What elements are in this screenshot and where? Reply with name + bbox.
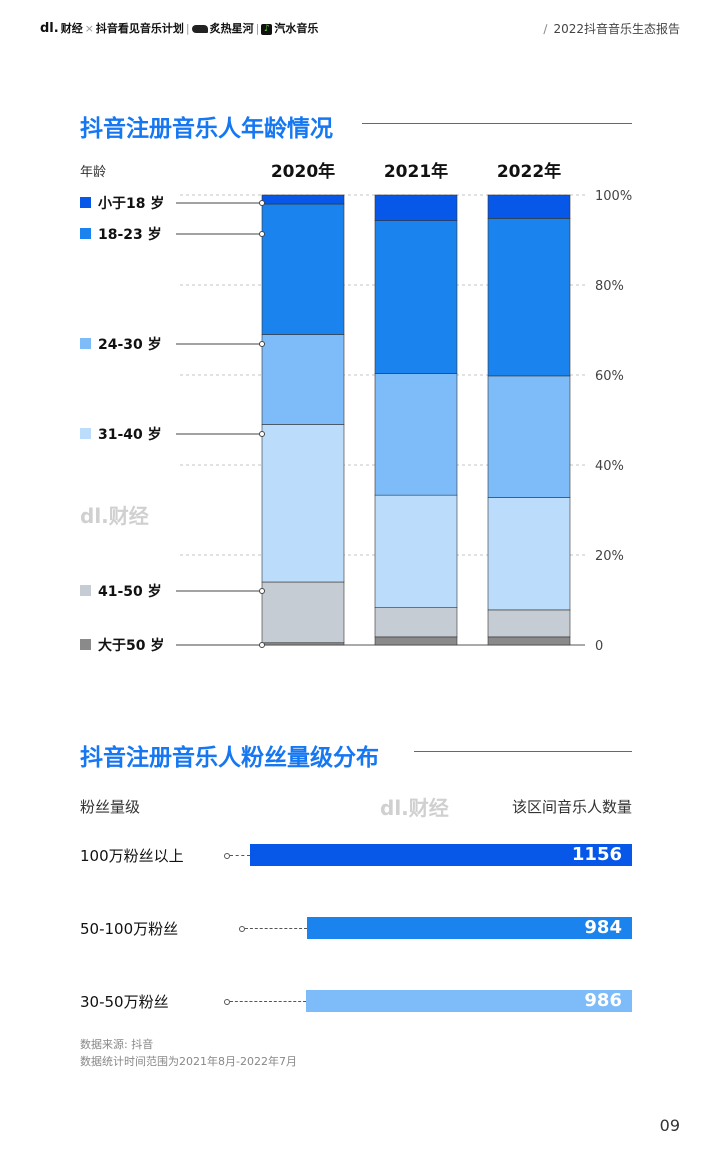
brand-part-galaxy: 炙热星河 xyxy=(209,22,254,35)
legend-swatch xyxy=(80,228,91,239)
fans-bar: 986 xyxy=(306,990,632,1012)
bar-segment xyxy=(374,373,458,496)
age-stacked-bar-chart: 年龄 2020年 2021年 2022年 0 20% 40% 60% 80% 100% 小于1… xyxy=(80,161,632,654)
section1-title-line xyxy=(362,123,632,124)
legend-leader-dot xyxy=(259,341,265,347)
bar-segment xyxy=(261,194,345,205)
bar-segment xyxy=(487,375,571,498)
legend-swatch xyxy=(80,639,91,650)
bar-segment xyxy=(261,424,345,583)
y-tick-label: 40% xyxy=(595,459,624,474)
fans-bar: 984 xyxy=(306,917,632,939)
section2-title-line xyxy=(414,751,632,752)
bar-segment xyxy=(487,194,571,219)
data-source: 数据来源: 抖音 数据统计时间范围为2021年8月-2022年7月 xyxy=(80,1036,297,1070)
bar-segment xyxy=(261,642,345,646)
legend-label: 小于18 岁 xyxy=(98,195,164,212)
y-tick-label: 100% xyxy=(595,189,632,204)
source-line-1: 数据来源: 抖音 xyxy=(80,1038,154,1051)
slash-icon: ∕ xyxy=(543,22,548,36)
qishui-logo-icon: ♪ xyxy=(261,23,273,35)
y-tick-label: 20% xyxy=(595,549,624,564)
bar-segment xyxy=(261,581,345,644)
fans-level-header: 粉丝量级 xyxy=(80,798,141,816)
legend-swatch xyxy=(80,338,91,349)
leader-dash xyxy=(230,855,250,856)
bar-segment xyxy=(374,194,458,221)
year-label: 2022年 xyxy=(497,161,561,182)
legend-label: 18-23 岁 xyxy=(98,226,162,243)
swirl-logo-icon xyxy=(191,25,208,33)
legend-leader-dot xyxy=(259,588,265,594)
bar-segment xyxy=(374,494,458,608)
fans-bar: 1156 xyxy=(250,844,632,866)
fans-level-label: 30-50万粉丝 xyxy=(80,993,169,1011)
source-line-2: 数据统计时间范围为2021年8月-2022年7月 xyxy=(80,1055,297,1068)
dl-logo: dl. xyxy=(40,21,59,36)
legend-leader-dot xyxy=(259,200,265,206)
legend-swatch xyxy=(80,585,91,596)
report-title-text: 2022抖音音乐生态报告 xyxy=(553,22,680,36)
bar-segment xyxy=(487,218,571,377)
leader-dash xyxy=(245,928,307,929)
bar-segment xyxy=(374,220,458,374)
fans-level-label: 100万粉丝以上 xyxy=(80,847,184,865)
section2-title: 抖音注册音乐人粉丝量级分布 xyxy=(80,745,379,771)
legend-label: 31-40 岁 xyxy=(98,426,162,443)
legend-label: 大于50 岁 xyxy=(98,637,164,654)
brand-cross: × xyxy=(84,22,94,35)
y-tick-label: 60% xyxy=(595,369,624,384)
bar-segment xyxy=(487,497,571,611)
brand-divider: | xyxy=(185,22,190,35)
year-label: 2021年 xyxy=(384,161,448,182)
fans-bar-value: 984 xyxy=(584,917,622,938)
legend-label: 24-30 岁 xyxy=(98,336,162,353)
leader-dot xyxy=(224,999,230,1005)
y-tick-labels: 0 20% 40% 60% 80% 100% xyxy=(595,189,632,654)
section1-title: 抖音注册音乐人年龄情况 xyxy=(80,116,333,142)
legend-label: 41-50 岁 xyxy=(98,583,162,600)
fans-bar-value: 1156 xyxy=(571,844,622,865)
legend-leader-dot xyxy=(259,431,265,437)
bar-segment xyxy=(487,636,571,646)
bar-segment xyxy=(374,607,458,638)
y-tick-label: 80% xyxy=(595,279,624,294)
bar-segment xyxy=(487,609,571,638)
leader-dot xyxy=(224,853,230,859)
watermark-2: dl.财经 xyxy=(380,796,449,820)
page-number: 09 xyxy=(659,1116,680,1135)
year-label: 2020年 xyxy=(271,161,335,182)
bar-segment xyxy=(374,636,458,646)
axis-label-age: 年龄 xyxy=(80,165,106,180)
brand-part-plan: 抖音看见音乐计划 xyxy=(95,22,184,35)
report-title: ∕ 2022抖音音乐生态报告 xyxy=(543,20,680,37)
fans-level-label: 50-100万粉丝 xyxy=(80,920,179,938)
watermark-1: dl.财经 xyxy=(80,504,149,528)
brand-part-qishui: 汽水音乐 xyxy=(274,22,319,35)
legend-swatch xyxy=(80,428,91,439)
bars xyxy=(261,194,571,646)
brand-strip: dl. 财经 × 抖音看见音乐计划 | 炙热星河 | ♪ 汽水音乐 xyxy=(40,20,318,36)
brand-divider-2: | xyxy=(255,22,260,35)
leader-dot xyxy=(239,926,245,932)
musician-count-header: 该区间音乐人数量 xyxy=(511,798,632,816)
brand-part-caijing: 财经 xyxy=(60,22,83,35)
legend-leader-dot xyxy=(259,642,265,648)
y-tick-label: 0 xyxy=(595,639,603,654)
fans-bar-value: 986 xyxy=(584,990,622,1011)
bar-segment xyxy=(261,334,345,425)
legend-swatch xyxy=(80,197,91,208)
legend-leader-dot xyxy=(259,231,265,237)
bar-segment xyxy=(261,203,345,335)
year-labels: 2020年 2021年 2022年 xyxy=(271,161,561,182)
page-header: dl. 财经 × 抖音看见音乐计划 | 炙热星河 | ♪ 汽水音乐 ∕ 2022抖音音乐生态报告 xyxy=(40,20,680,42)
leader-dash xyxy=(230,1001,307,1002)
